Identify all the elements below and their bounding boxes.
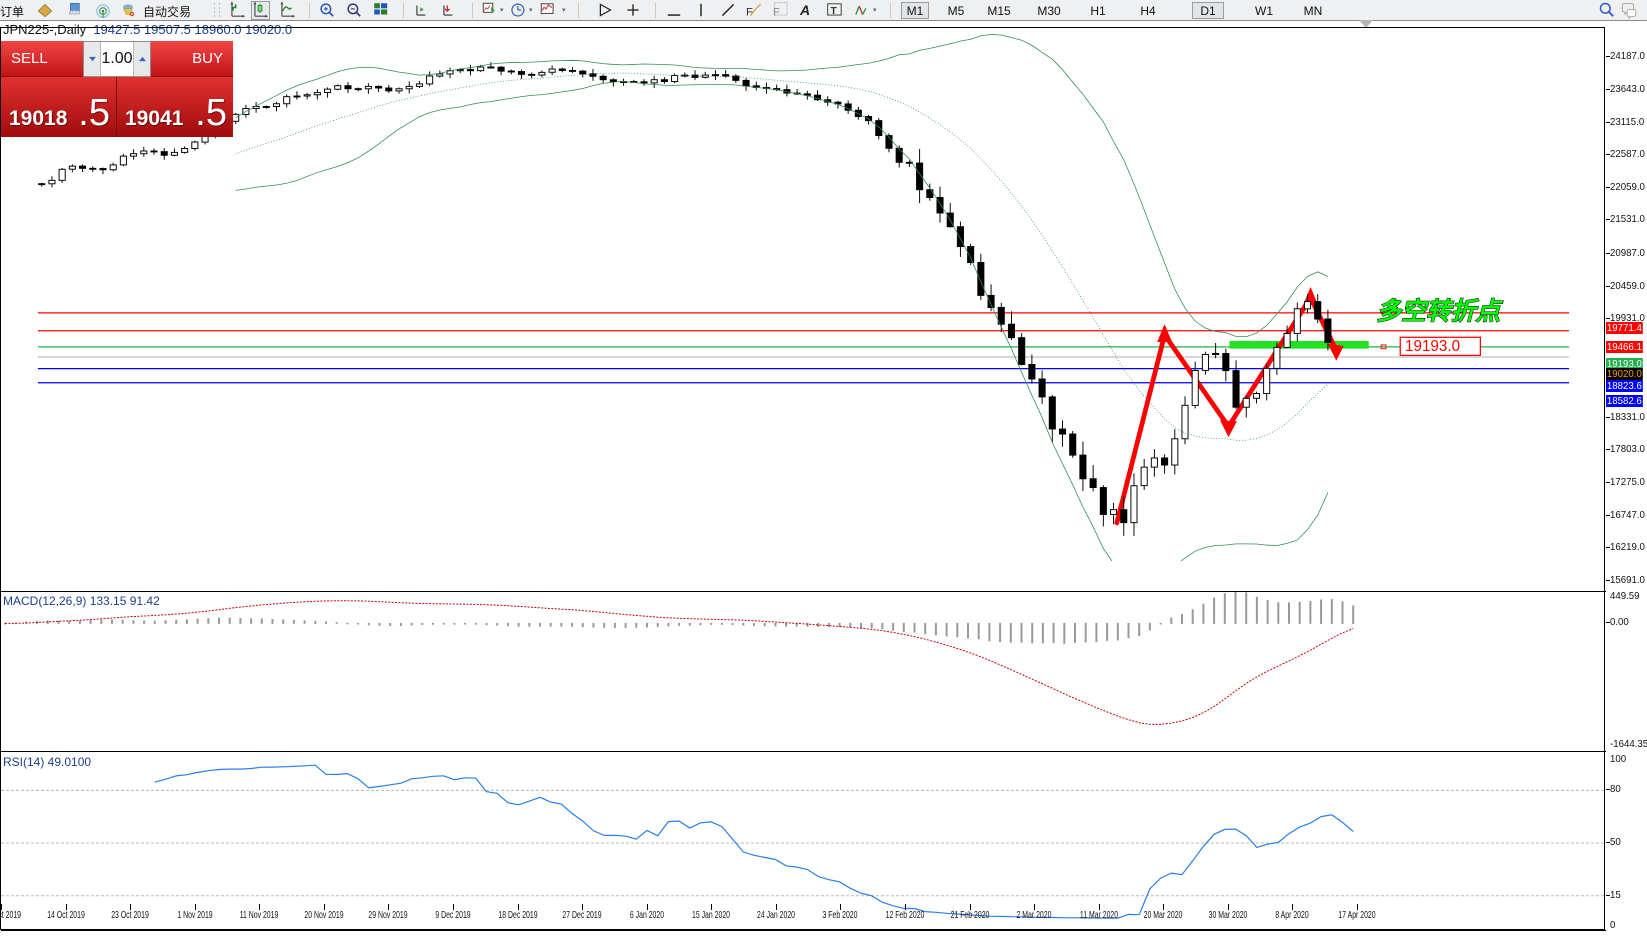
svg-text:F: F [746,7,753,19]
svg-text:F: F [773,7,780,19]
svg-text:T: T [831,6,838,17]
